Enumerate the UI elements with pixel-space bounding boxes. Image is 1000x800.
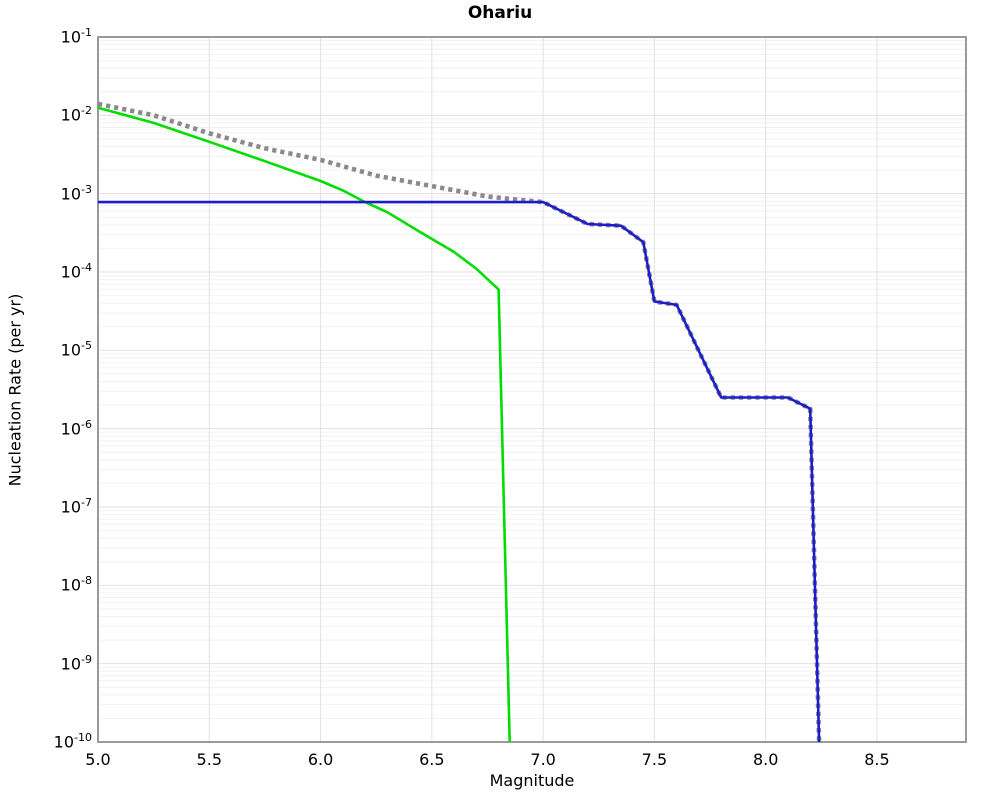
y-tick-label: 10-2 xyxy=(60,104,92,125)
x-tick-label: 6.0 xyxy=(307,750,334,769)
y-tick-label: 10-8 xyxy=(60,574,92,595)
x-tick-label: 5.5 xyxy=(196,750,222,769)
plot-border xyxy=(97,36,967,743)
x-tick-label: 7.0 xyxy=(530,750,556,769)
x-tick-label: 5.0 xyxy=(85,750,111,769)
y-tick-label: 10-9 xyxy=(60,652,92,673)
y-axis-label: Nucleation Rate (per yr) xyxy=(5,293,25,487)
y-tick-label: 10-3 xyxy=(60,182,92,203)
x-tick-label: 7.5 xyxy=(641,750,668,769)
y-tick-label: 10-5 xyxy=(60,339,92,360)
x-tick-label: 6.5 xyxy=(419,750,445,769)
x-axis-label: Magnitude xyxy=(489,771,575,790)
y-tick-label: 10-6 xyxy=(60,417,92,438)
series-gray-dotted-curve xyxy=(97,101,822,743)
series-blue-solid-curve xyxy=(98,200,821,743)
y-tick-label: 10-1 xyxy=(60,26,92,47)
y-tick-label: 10-4 xyxy=(60,261,92,282)
y-tick-label: 10-7 xyxy=(60,496,92,517)
x-tick-label: 8.0 xyxy=(752,750,779,769)
chart-title: Ohariu xyxy=(467,3,533,23)
y-tick-label: 10-10 xyxy=(53,731,92,752)
x-tick-label: 8.5 xyxy=(864,750,890,769)
